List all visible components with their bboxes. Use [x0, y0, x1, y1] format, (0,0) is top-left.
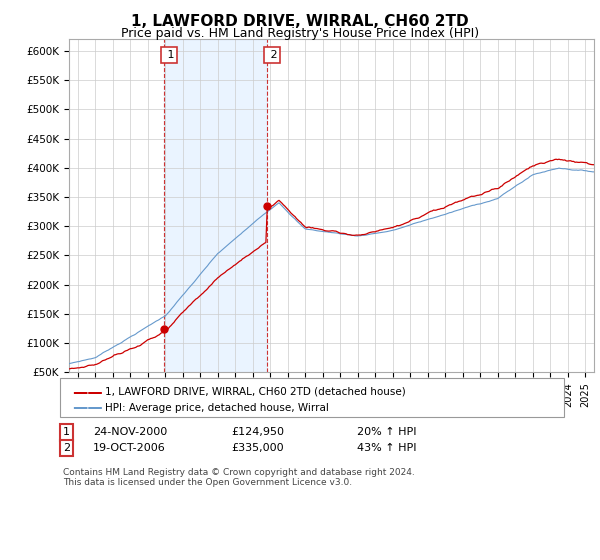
- Text: £335,000: £335,000: [231, 443, 284, 453]
- Bar: [163, 39, 267, 372]
- Text: £124,950: £124,950: [231, 427, 284, 437]
- Text: Contains HM Land Registry data © Crown copyright and database right 2024.
This d: Contains HM Land Registry data © Crown c…: [63, 468, 415, 487]
- Text: HPI: Average price, detached house, Wirral: HPI: Average price, detached house, Wirr…: [105, 403, 329, 413]
- Text: 1, LAWFORD DRIVE, WIRRAL, CH60 2TD: 1, LAWFORD DRIVE, WIRRAL, CH60 2TD: [131, 14, 469, 29]
- Text: ——: ——: [72, 400, 103, 415]
- Text: 24-NOV-2000: 24-NOV-2000: [93, 427, 167, 437]
- Text: 43% ↑ HPI: 43% ↑ HPI: [357, 443, 416, 453]
- Text: 1: 1: [63, 427, 70, 437]
- Text: 19-OCT-2006: 19-OCT-2006: [93, 443, 166, 453]
- Text: 20% ↑ HPI: 20% ↑ HPI: [357, 427, 416, 437]
- Text: 1: 1: [163, 50, 174, 60]
- Text: 2: 2: [63, 443, 70, 453]
- Text: Price paid vs. HM Land Registry's House Price Index (HPI): Price paid vs. HM Land Registry's House …: [121, 27, 479, 40]
- Text: ——: ——: [72, 385, 103, 399]
- Text: 1, LAWFORD DRIVE, WIRRAL, CH60 2TD (detached house): 1, LAWFORD DRIVE, WIRRAL, CH60 2TD (deta…: [105, 387, 406, 397]
- Text: 2: 2: [267, 50, 277, 60]
